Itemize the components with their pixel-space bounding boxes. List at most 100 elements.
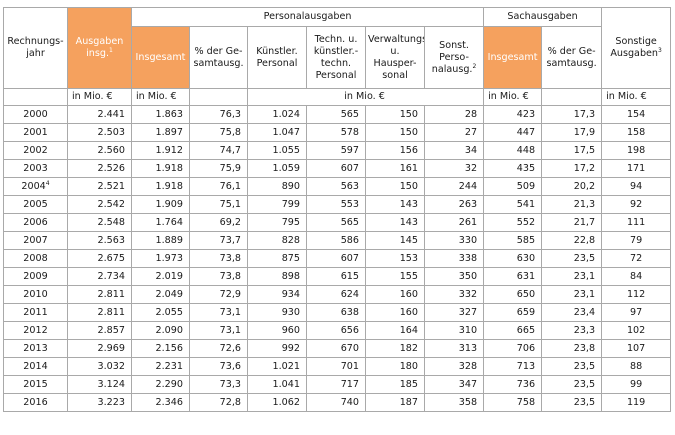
cell-year: 2014: [3, 357, 68, 376]
cell-year: 2003: [3, 159, 68, 178]
table-container: Rechnungs-jahr Ausgaben insg.1 Personala…: [3, 7, 672, 412]
cell-verwaltung: 156: [365, 141, 425, 160]
cell-techn: 553: [306, 195, 366, 214]
cell-sonstige: 112: [601, 285, 672, 304]
cell-pers-insgesamt: 1.973: [131, 249, 190, 268]
cell-ausgaben: 2.548: [67, 213, 132, 232]
table-row: 2016 3.223 2.346 72,8 1.062 740 187 358 758 23,5 1…: [3, 393, 672, 412]
header-kuenstler: Künstler. Personal: [247, 26, 307, 89]
cell-sach-insgesamt: 650: [483, 285, 543, 304]
cell-sonst-pers: 350: [423, 267, 485, 286]
cell-verwaltung: 187: [365, 393, 425, 412]
cell-pers-pct: 73,1: [189, 303, 248, 322]
cell-sonstige: 88: [601, 357, 672, 376]
header-pers-insgesamt: Insgesamt: [131, 26, 190, 89]
cell-ausgaben: 2.675: [67, 249, 132, 268]
cell-year: 2000: [3, 105, 68, 124]
cell-kuenstler: 1.024: [247, 105, 307, 124]
cell-pers-pct: 73,8: [189, 267, 248, 286]
header-ausgaben-insg: Ausgaben insg.1: [67, 7, 132, 89]
cell-ausgaben: 2.560: [67, 141, 132, 160]
cell-sonst-pers: 347: [423, 375, 485, 394]
table-row: 2003 2.526 1.918 75,9 1.059 607 161 32 435 17,2 17…: [3, 159, 672, 178]
cell-year: 2016: [3, 393, 68, 412]
cell-techn: 607: [306, 159, 366, 178]
cell-sonstige: 99: [601, 375, 672, 394]
cell-techn: 638: [306, 303, 366, 322]
cell-sonstige: 107: [601, 339, 672, 358]
table-row: 2014 3.032 2.231 73,6 1.021 701 180 328 713 23,5 8…: [3, 357, 672, 376]
cell-pers-pct: 69,2: [189, 213, 248, 232]
cell-sach-insgesamt: 423: [483, 105, 543, 124]
table-row: 2002 2.560 1.912 74,7 1.055 597 156 34 448 17,5 19…: [3, 141, 672, 160]
cell-techn: 701: [306, 357, 366, 376]
cell-sonstige: 72: [601, 249, 672, 268]
header-pers-pct: % der Ge-samtausg.: [189, 26, 248, 89]
cell-sonstige: 154: [601, 105, 672, 124]
unit-personal-detail: in Mio. €: [246, 88, 485, 106]
cell-techn: 624: [306, 285, 366, 304]
cell-pers-insgesamt: 1.912: [131, 141, 190, 160]
cell-sach-insgesamt: 585: [483, 231, 543, 250]
cell-sach-insgesamt: 447: [483, 123, 543, 142]
cell-kuenstler: 1.055: [247, 141, 307, 160]
cell-kuenstler: 898: [247, 267, 307, 286]
cell-sonstige: 84: [601, 267, 672, 286]
cell-techn: 670: [306, 339, 366, 358]
unit-sach-pct-empty: [541, 88, 603, 106]
cell-ausgaben: 2.526: [67, 159, 132, 178]
cell-pers-insgesamt: 2.231: [131, 357, 190, 376]
cell-techn: 740: [306, 393, 366, 412]
cell-kuenstler: 1.047: [247, 123, 307, 142]
cell-sach-insgesamt: 706: [483, 339, 543, 358]
cell-techn: 565: [306, 213, 366, 232]
cell-pers-insgesamt: 2.346: [131, 393, 190, 412]
cell-year: 2005: [3, 195, 68, 214]
cell-pers-pct: 73,8: [189, 249, 248, 268]
cell-techn: 597: [306, 141, 366, 160]
cell-verwaltung: 160: [365, 285, 425, 304]
unit-ausgaben: in Mio. €: [67, 88, 132, 106]
cell-sach-pct: 17,9: [541, 123, 603, 142]
header-sonstige-ausgaben: Sonstige Ausgaben3: [601, 7, 672, 89]
cell-verwaltung: 143: [365, 213, 425, 232]
cell-verwaltung: 180: [365, 357, 425, 376]
table-row: 2012 2.857 2.090 73,1 960 656 164 310 665 23,3 102: [3, 321, 672, 340]
header-sonst-pers: Sonst. Perso-nalausg.2: [423, 26, 485, 89]
cell-sach-insgesamt: 713: [483, 357, 543, 376]
cell-pers-insgesamt: 1.918: [131, 159, 190, 178]
cell-kuenstler: 1.041: [247, 375, 307, 394]
cell-ausgaben: 2.441: [67, 105, 132, 124]
cell-sach-insgesamt: 665: [483, 321, 543, 340]
table-row: 2010 2.811 2.049 72,9 934 624 160 332 650 23,1 112: [3, 285, 672, 304]
cell-pers-pct: 73,7: [189, 231, 248, 250]
cell-sonstige: 111: [601, 213, 672, 232]
cell-sonstige: 198: [601, 141, 672, 160]
cell-sach-pct: 23,1: [541, 285, 603, 304]
cell-ausgaben: 2.857: [67, 321, 132, 340]
table-row: 2001 2.503 1.897 75,8 1.047 578 150 27 447 17,9 15…: [3, 123, 672, 142]
unit-pers-insgesamt: in Mio. €: [131, 88, 190, 106]
table-row: 2015 3.124 2.290 73,3 1.041 717 185 347 736 23,5 9…: [3, 375, 672, 394]
cell-pers-pct: 75,9: [189, 159, 248, 178]
cell-verwaltung: 185: [365, 375, 425, 394]
cell-year: 2013: [3, 339, 68, 358]
cell-sach-insgesamt: 631: [483, 267, 543, 286]
cell-sonstige: 102: [601, 321, 672, 340]
cell-sonstige: 92: [601, 195, 672, 214]
cell-ausgaben: 2.811: [67, 303, 132, 322]
cell-pers-insgesamt: 1.918: [131, 177, 190, 196]
cell-verwaltung: 160: [365, 303, 425, 322]
cell-kuenstler: 1.062: [247, 393, 307, 412]
table-row: 2008 2.675 1.973 73,8 875 607 153 338 630 23,5 72: [3, 249, 672, 268]
cell-year: 2009: [3, 267, 68, 286]
header-sachausgaben: Sachausgaben: [483, 7, 603, 27]
cell-ausgaben: 3.124: [67, 375, 132, 394]
cell-sonst-pers: 34: [423, 141, 485, 160]
cell-sach-insgesamt: 541: [483, 195, 543, 214]
cell-sach-pct: 23,3: [541, 321, 603, 340]
cell-sonst-pers: 338: [423, 249, 485, 268]
cell-pers-pct: 75,8: [189, 123, 248, 142]
cell-pers-pct: 72,8: [189, 393, 248, 412]
table-row: 2006 2.548 1.764 69,2 795 565 143 261 552 21,7 111: [3, 213, 672, 232]
